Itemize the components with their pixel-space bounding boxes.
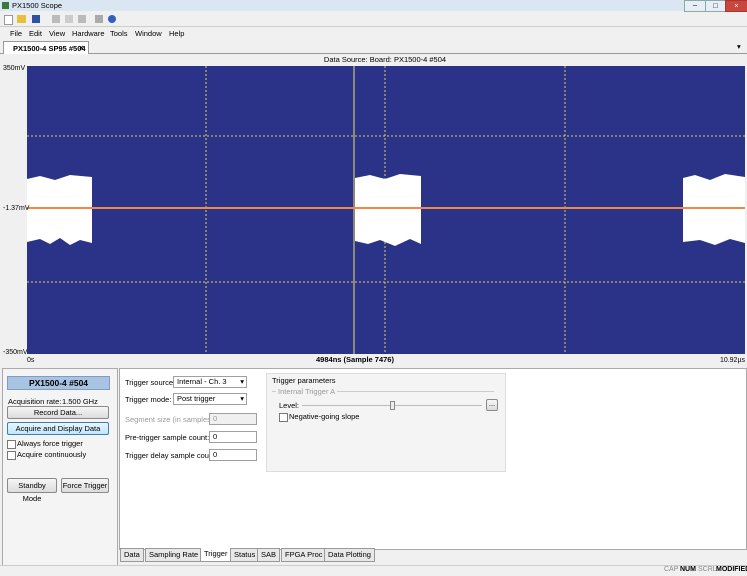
- data-source: Data Source: Board: PX1500-4 #504: [324, 55, 446, 64]
- checkbox[interactable]: [279, 413, 288, 422]
- segment-size-label: Segment size (in samples):: [125, 415, 216, 424]
- minimize-button[interactable]: –: [684, 0, 706, 12]
- y-label-mid: -1.37mV: [3, 205, 30, 212]
- internal-group-label: Internal Trigger A: [276, 387, 338, 396]
- checkbox-label: Negative-going slope: [289, 412, 360, 421]
- status-indicator: NUM: [680, 566, 696, 573]
- cut-icon[interactable]: [52, 15, 60, 23]
- app-icon: [2, 2, 9, 9]
- burst: [27, 175, 92, 245]
- menu-item[interactable]: Hardware: [72, 29, 105, 38]
- y-label-bottom: -350mV: [3, 349, 28, 356]
- panel-tab[interactable]: FPGA Proc: [281, 548, 327, 562]
- status-indicator: SCRL: [698, 566, 717, 573]
- checkbox[interactable]: [7, 451, 16, 460]
- segment-size-input[interactable]: 0: [209, 413, 257, 425]
- close-button[interactable]: ×: [725, 0, 747, 12]
- scope-view: Data Source: Board: PX1500-4 #504 350mV …: [3, 55, 746, 364]
- delay-input[interactable]: 0: [209, 449, 257, 461]
- acquisition-rate-label: Acquisition rate:: [8, 397, 62, 406]
- x-label-start: 0s: [27, 357, 35, 364]
- toolbar: [0, 12, 747, 27]
- status-indicator: CAP: [664, 566, 679, 573]
- tab-strip: [0, 41, 747, 54]
- document-tab[interactable]: PX1500-4 SP95 #504 ×: [3, 41, 89, 54]
- status-bar: [0, 565, 747, 576]
- control-panel: [2, 368, 118, 566]
- print-icon[interactable]: [95, 15, 103, 23]
- status-indicator: MODIFIED: [716, 566, 747, 573]
- level-more-button[interactable]: ...: [486, 399, 498, 411]
- pretrigger-input[interactable]: 0: [209, 431, 257, 443]
- panel-tab[interactable]: Sampling Rate: [145, 548, 203, 562]
- checkbox[interactable]: [7, 440, 16, 449]
- trigger-mode-label: Trigger mode:: [125, 395, 172, 404]
- document-tab-close[interactable]: ×: [79, 43, 84, 52]
- panel-tab[interactable]: Data Plotting: [324, 548, 375, 562]
- window-title: PX1500 Scope: [12, 1, 63, 10]
- x-label-cursor: 4984ns (Sample 7476): [316, 355, 394, 364]
- menu-item[interactable]: File: [10, 29, 23, 38]
- menu-item[interactable]: Window: [135, 29, 162, 38]
- trigger-parameters-title: Trigger parameters: [272, 376, 336, 385]
- internal-group-line: [272, 391, 494, 392]
- tab-list-button[interactable]: ▾: [737, 42, 741, 51]
- title-bar: [0, 0, 747, 11]
- help-icon[interactable]: [108, 15, 116, 23]
- level-slider-thumb[interactable]: [390, 401, 395, 410]
- panel-tab[interactable]: Trigger: [200, 548, 232, 562]
- acquire-button[interactable]: Acquire and Display Data: [7, 422, 109, 435]
- save-icon[interactable]: [32, 15, 40, 23]
- x-label-end: 10.92µs: [720, 357, 746, 364]
- checkbox-label: Always force trigger: [17, 439, 83, 448]
- checkbox-label: Acquire continuously: [17, 450, 87, 459]
- trigger-mode-select[interactable]: Post trigger ▾: [173, 393, 247, 405]
- panel-tab[interactable]: SAB: [257, 548, 281, 562]
- acquisition-rate: 1.500 GHz: [62, 397, 98, 406]
- paste-icon[interactable]: [78, 15, 86, 23]
- burst: [355, 174, 421, 246]
- trigger-source-label: Trigger source:: [125, 378, 176, 387]
- menu-item[interactable]: Help: [169, 29, 185, 38]
- burst: [683, 174, 745, 245]
- level-label: Level:: [279, 401, 300, 410]
- panel-tab[interactable]: Data: [120, 548, 144, 562]
- document-tab-label: PX1500-4 SP95 #504: [13, 44, 86, 53]
- y-label-top: 350mV: [3, 65, 26, 72]
- menu-item[interactable]: Tools: [110, 29, 128, 38]
- delay-label: Trigger delay sample count:: [125, 451, 218, 460]
- waveform-bursts: [27, 174, 745, 246]
- record-button[interactable]: Record Data...: [7, 406, 109, 419]
- trigger-mode-value: Post trigger: [177, 394, 216, 403]
- menu-item[interactable]: Edit: [29, 29, 42, 38]
- copy-icon[interactable]: [65, 15, 73, 23]
- trigger-source-select[interactable]: Internal - Ch. 3 ▾: [173, 376, 247, 388]
- standby-button[interactable]: Standby Mode: [7, 478, 57, 503]
- menu-bar: File Edit View Hardware Tools Window Hel…: [0, 28, 747, 40]
- new-icon[interactable]: [4, 15, 13, 25]
- force-trigger-button[interactable]: Force Trigger: [61, 478, 109, 493]
- pretrigger-label: Pre-trigger sample count:: [125, 433, 210, 442]
- trigger-source-value: Internal - Ch. 3: [177, 377, 227, 386]
- open-icon[interactable]: [17, 15, 26, 23]
- menu-item[interactable]: View: [49, 29, 66, 38]
- maximize-button[interactable]: □: [705, 0, 726, 12]
- panel-tab[interactable]: Status: [230, 548, 260, 562]
- board-name: PX1500-4 #504: [7, 376, 110, 390]
